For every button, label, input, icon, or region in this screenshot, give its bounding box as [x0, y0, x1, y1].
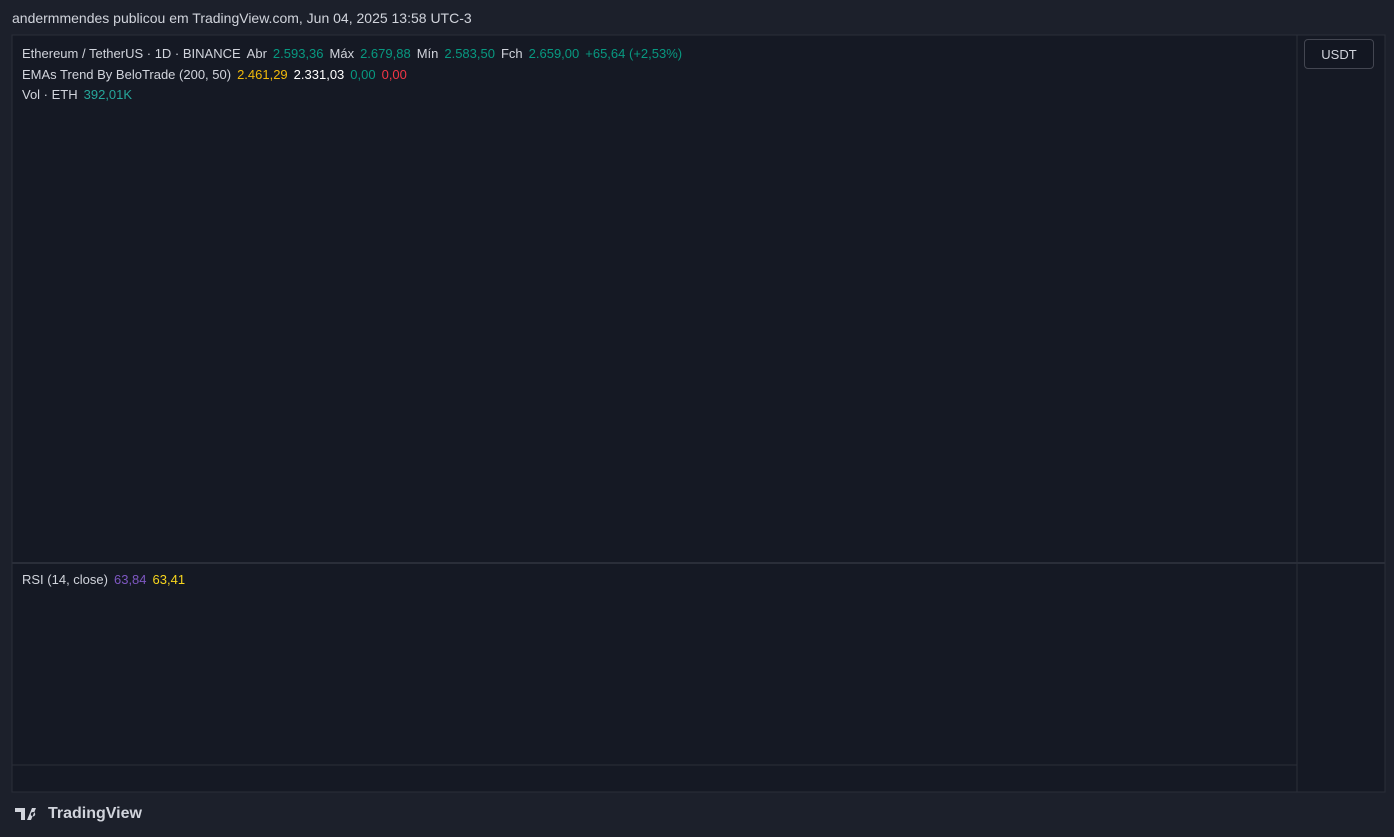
legend-item: 392,01K: [83, 87, 133, 102]
rsi-title: RSI (14, close): [22, 572, 108, 587]
legend-item: 2.659,00: [528, 46, 580, 61]
legend-row: Vol · ETH 392,01K: [22, 85, 688, 106]
legend-item: EMAs Trend By BeloTrade (200, 50): [22, 66, 232, 82]
legend-row: EMAs Trend By BeloTrade (200, 50) 2.461,2…: [22, 65, 688, 86]
legend-item: Vol · ETH: [22, 87, 78, 102]
legend-item: Ethereum / TetherUS · 1D · BINANCE: [22, 46, 241, 61]
brand: TradingView: [48, 805, 142, 822]
legend-item: Fch: [500, 46, 523, 61]
header-title: andermmendes publicou em TradingView.com…: [12, 10, 472, 26]
logo: [15, 808, 36, 820]
legend-item: +65,64 (+2,53%): [585, 46, 683, 61]
legend-item: Máx: [329, 46, 355, 61]
footer: TradingView: [14, 805, 142, 823]
chart-frame: [11, 34, 1386, 793]
legend-item: 0,00: [350, 66, 376, 82]
rsi-value: 63,84: [113, 572, 147, 587]
rsi-legend: RSI (14, close) 63,84 63,41: [22, 572, 191, 587]
legend-item: 2.679,88: [360, 46, 411, 61]
legend-item: 2.583,50: [444, 46, 495, 61]
legend-item: Mín: [416, 46, 439, 61]
legend-item: 2.461,29: [237, 66, 288, 82]
legend-item: 0,00: [381, 66, 407, 82]
legend-item: 2.331,03: [293, 66, 345, 82]
legend: Ethereum / TetherUS · 1D · BINANCE Abr 2.5…: [22, 44, 688, 106]
legend-item: 2.593,36: [272, 46, 324, 61]
legend-row: Ethereum / TetherUS · 1D · BINANCE Abr 2.5…: [22, 44, 688, 65]
legend-item: Abr: [246, 46, 267, 61]
currency-button[interactable]: USDT: [1304, 39, 1374, 69]
rsi-ma-value: 63,41: [152, 572, 186, 587]
